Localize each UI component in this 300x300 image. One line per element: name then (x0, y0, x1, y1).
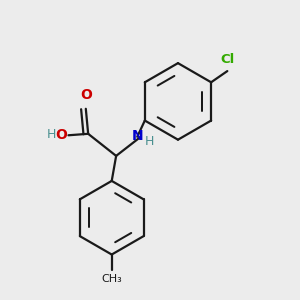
Text: H: H (47, 128, 56, 141)
Text: N: N (131, 129, 143, 143)
Text: O: O (55, 128, 67, 142)
Text: O: O (80, 88, 92, 102)
Text: Cl: Cl (221, 53, 235, 66)
Text: H: H (145, 135, 154, 148)
Text: CH₃: CH₃ (101, 274, 122, 284)
